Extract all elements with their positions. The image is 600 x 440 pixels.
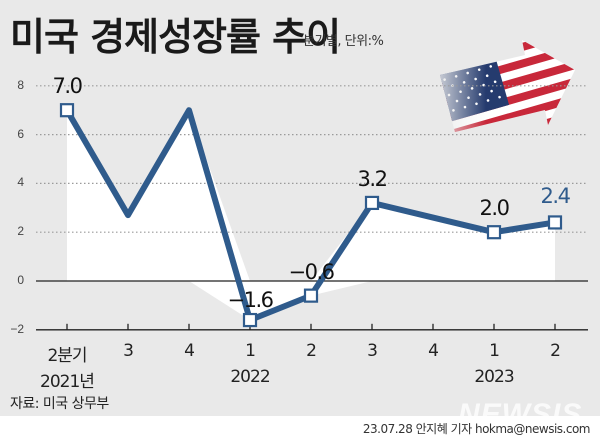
data-point-label: −1.6 xyxy=(227,288,275,313)
chart-title: 미국 경제성장률 추이 xyxy=(10,15,341,59)
y-tick-label: 2 xyxy=(17,224,24,239)
footer-bar xyxy=(0,416,600,440)
newsis-watermark: NEWSIS xyxy=(458,398,583,431)
x-tick-label: 1 xyxy=(489,341,500,361)
x-year-label: 2023 xyxy=(474,367,514,387)
data-point-label: 7.0 xyxy=(52,74,83,99)
us-flag-arrow-icon xyxy=(440,40,575,132)
reporter-credit: 23.07.28 안지혜 기자 hokma@newsis.com xyxy=(362,422,591,436)
x-tick-label: 3 xyxy=(123,341,134,361)
data-source: 자료: 미국 상무부 xyxy=(10,396,109,412)
x-year-label: 2021년 xyxy=(40,372,95,392)
x-tick-label: 3 xyxy=(367,341,378,361)
y-tick-label: 6 xyxy=(17,126,24,141)
x-tick-label: 2분기 xyxy=(47,346,87,366)
y-tick-label: 0 xyxy=(17,273,24,287)
y-tick-label: 4 xyxy=(17,175,24,190)
y-tick-label: 8 xyxy=(17,77,24,92)
x-tick-label: 4 xyxy=(428,341,439,361)
data-point-label: 2.4 xyxy=(540,184,571,209)
x-year-label: 2022 xyxy=(230,367,270,387)
y-tick-label: −2 xyxy=(10,321,24,336)
x-tick-label: 2 xyxy=(306,341,317,361)
data-point-label: 3.2 xyxy=(357,166,388,191)
data-point-label: −0.6 xyxy=(288,259,336,284)
x-tick-label: 1 xyxy=(245,341,256,361)
data-point-label: 2.0 xyxy=(479,196,510,221)
chart-subtitle: 분기별, 단위:% xyxy=(303,34,384,49)
x-tick-label: 4 xyxy=(184,341,195,361)
x-tick-label: 2 xyxy=(550,341,561,361)
